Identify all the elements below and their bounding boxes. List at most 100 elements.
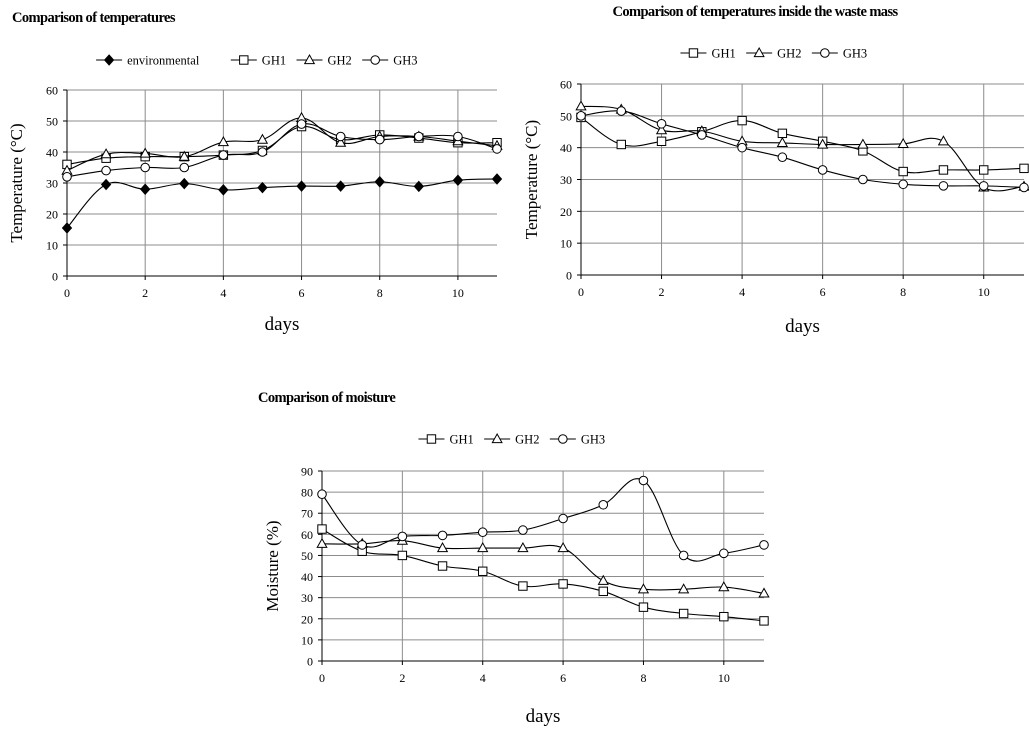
data-point (737, 115, 747, 126)
legend-marker (103, 54, 115, 66)
y-axis-label: Moisture (%) (263, 520, 282, 611)
y-tick-label: 60 (46, 84, 58, 98)
data-point (178, 150, 190, 161)
x-tick-label: 6 (560, 671, 566, 685)
y-tick-label: 10 (560, 237, 572, 251)
data-point (492, 144, 502, 154)
data-point (61, 222, 73, 234)
legend-item: GH1 (230, 54, 286, 68)
data-point (638, 475, 649, 486)
data-point (437, 530, 448, 541)
data-point (776, 136, 789, 147)
y-tick-label: 10 (301, 633, 313, 647)
data-point (477, 527, 488, 538)
data-point (938, 165, 949, 175)
legend-marker (558, 434, 568, 444)
x-tick-label: 4 (739, 285, 745, 299)
series-line (66, 117, 498, 172)
data-point (414, 131, 424, 142)
data-point (518, 525, 528, 535)
legend-item: GH3 (549, 433, 605, 447)
x-tick-label: 2 (142, 286, 148, 300)
data-point (758, 587, 770, 598)
data-point (257, 147, 268, 157)
data-point (478, 566, 488, 576)
series-gh3 (62, 119, 502, 182)
x-axis-label: days (526, 706, 561, 727)
legend-marker (688, 48, 699, 58)
data-point (316, 537, 328, 548)
legend-label: GH1 (449, 433, 473, 447)
y-tick-label: 50 (301, 549, 313, 563)
data-point (597, 574, 609, 585)
series-line (321, 528, 765, 622)
y-tick-label: 20 (301, 612, 313, 626)
y-tick-label: 0 (307, 655, 313, 669)
x-tick-label: 0 (64, 286, 70, 300)
y-tick-label: 10 (46, 239, 58, 253)
data-point (637, 583, 650, 594)
legend-marker (239, 55, 249, 65)
data-point (100, 178, 112, 191)
data-point (598, 499, 609, 510)
data-point (491, 173, 503, 185)
series-line (580, 110, 1025, 189)
data-point (256, 133, 269, 144)
y-tick-label: 40 (301, 570, 313, 584)
data-point (62, 172, 72, 182)
data-point (817, 165, 828, 175)
data-point (317, 489, 327, 500)
data-point (638, 602, 649, 612)
data-point (857, 138, 869, 149)
y-tick-label: 50 (560, 109, 572, 123)
data-point (719, 548, 729, 559)
legend-label: GH3 (843, 47, 867, 61)
data-point (397, 531, 408, 542)
data-point (477, 542, 489, 553)
data-point (656, 118, 667, 129)
x-tick-label: 8 (377, 286, 383, 300)
legend-marker (491, 432, 503, 444)
y-tick-label: 30 (46, 177, 58, 191)
legend-item: environmental (96, 54, 200, 68)
data-point (357, 540, 367, 550)
data-point (335, 180, 346, 192)
legend: GH1 GH2 GH3 (418, 433, 605, 447)
x-axis-label: days (265, 314, 300, 335)
data-point (557, 542, 569, 553)
data-point (898, 166, 908, 177)
series-line (321, 540, 765, 594)
series-gh2 (575, 100, 1029, 192)
series-gh3 (576, 106, 1029, 193)
y-tick-label: 0 (52, 270, 58, 284)
legend-label: GH2 (515, 433, 539, 447)
data-point (101, 165, 111, 176)
data-point (100, 148, 112, 159)
legend-item: GH2 (296, 54, 352, 68)
data-point (576, 111, 586, 121)
data-point (759, 616, 769, 626)
x-tick-label: 6 (820, 285, 826, 299)
data-point (678, 550, 689, 561)
x-tick-label: 2 (659, 285, 665, 299)
x-tick-label: 0 (578, 285, 584, 299)
data-point (558, 513, 568, 524)
y-tick-label: 30 (560, 173, 572, 187)
y-tick-label: 80 (301, 486, 313, 500)
data-point (453, 131, 463, 142)
x-tick-label: 8 (900, 285, 906, 299)
legend-label: GH3 (581, 433, 605, 447)
data-point (179, 162, 190, 173)
data-point (140, 162, 150, 173)
y-axis-label: Temperature (°C) (7, 123, 26, 242)
series-line (66, 123, 498, 178)
data-point (397, 550, 408, 561)
legend-marker (370, 55, 381, 65)
y-tick-label: 40 (560, 141, 572, 155)
x-tick-label: 10 (978, 285, 990, 299)
legend-label: GH1 (711, 47, 735, 61)
legend-label: GH3 (393, 54, 417, 68)
data-point (655, 124, 668, 135)
data-point (335, 131, 346, 142)
